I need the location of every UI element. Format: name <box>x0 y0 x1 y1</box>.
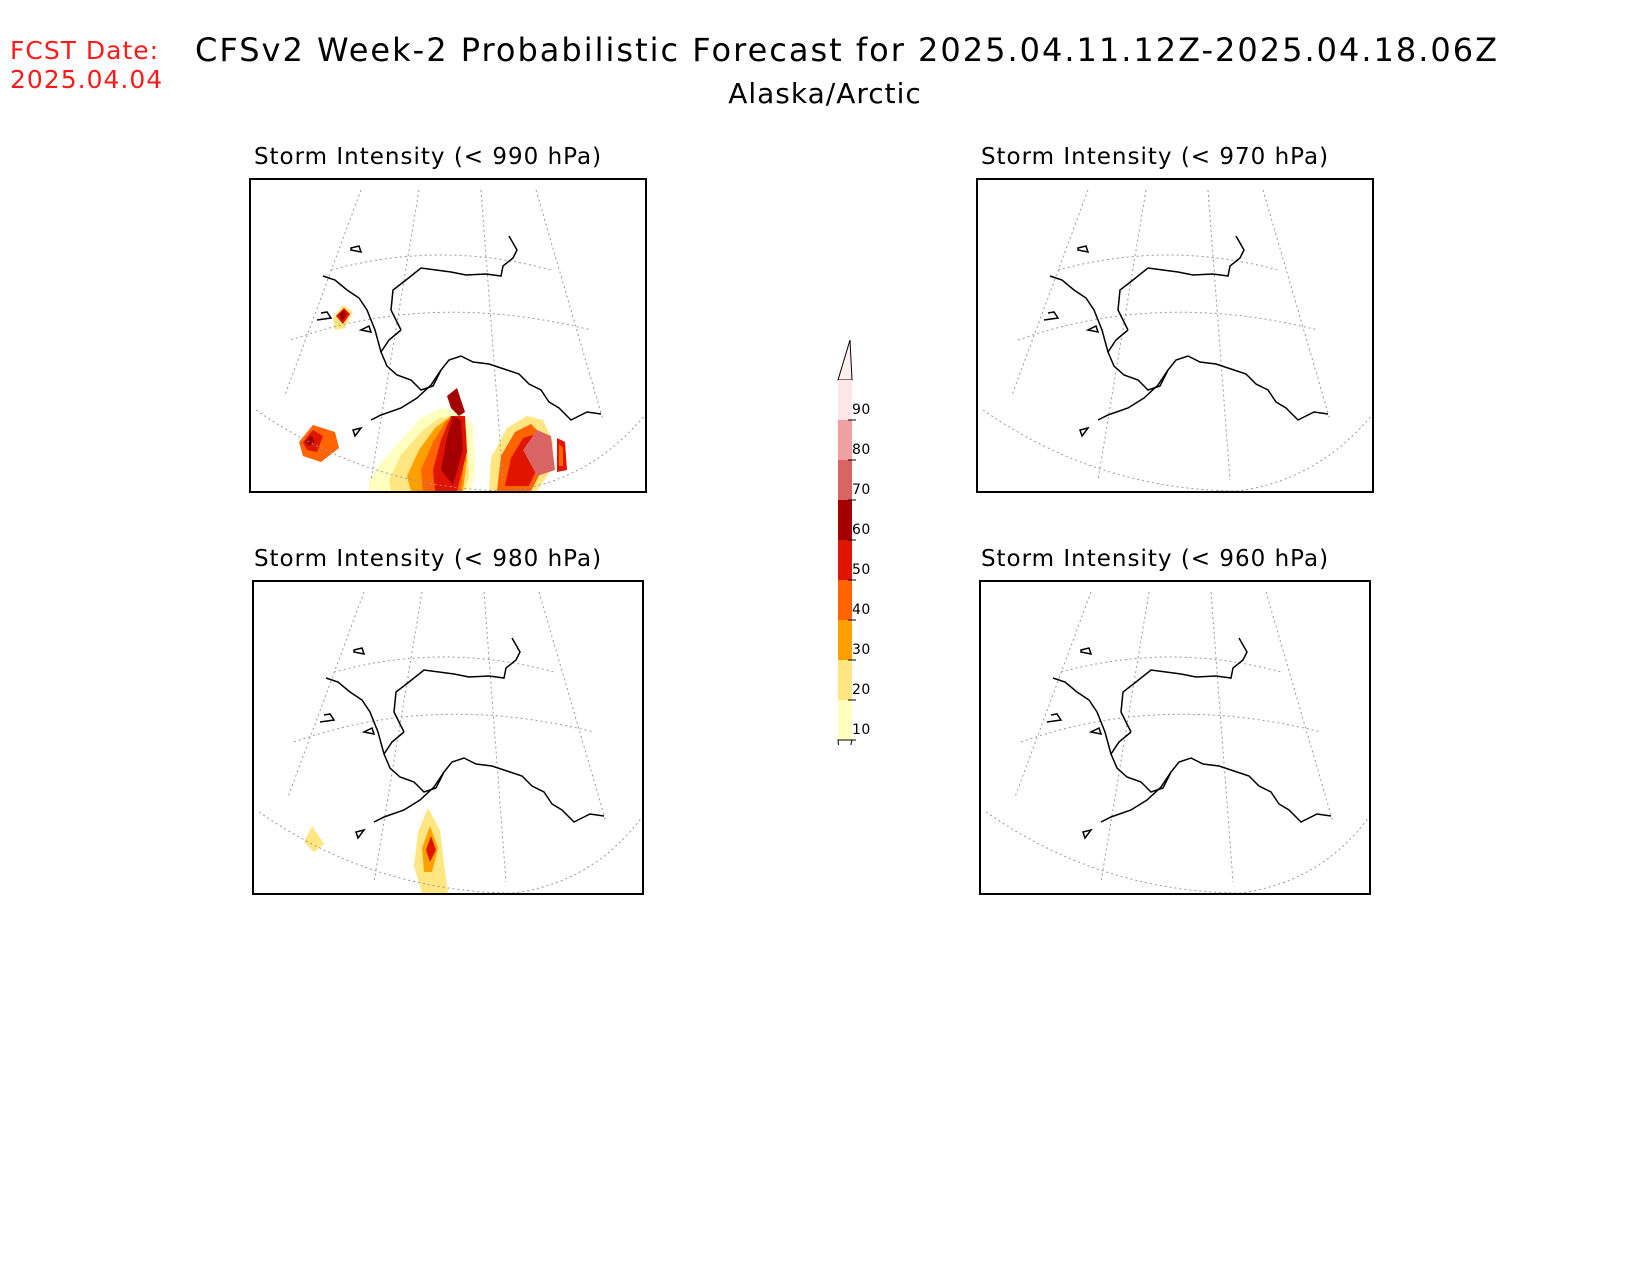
map-panel-980 <box>252 580 644 895</box>
panel-title-990: Storm Intensity (< 990 hPa) <box>253 144 603 170</box>
coastline <box>1046 637 1332 840</box>
legend-tick-label: 60 <box>852 522 871 538</box>
legend-swatch <box>838 420 852 460</box>
panel-title-970: Storm Intensity (< 970 hPa) <box>980 144 1330 170</box>
map-panel-970 <box>976 178 1374 493</box>
legend-swatch <box>838 660 852 700</box>
probability-shading <box>304 808 448 893</box>
fcst-date-label: FCST Date: 2025.04.04 <box>10 36 163 94</box>
legend-swatch <box>838 700 852 740</box>
map-980-svg <box>258 591 642 893</box>
legend-swatch <box>838 540 852 580</box>
map-960-svg <box>985 591 1369 893</box>
legend-swatch <box>838 380 852 420</box>
map-970-svg <box>982 189 1372 491</box>
map-panel-960 <box>979 580 1371 895</box>
probability-shading <box>299 305 567 491</box>
legend-tick-label: 40 <box>852 602 871 618</box>
graticule <box>985 591 1369 893</box>
legend-top-extension <box>837 339 853 381</box>
legend-swatch <box>838 580 852 620</box>
region-subtitle: Alaska/Arctic <box>728 77 922 110</box>
panel-title-980: Storm Intensity (< 980 hPa) <box>253 546 603 572</box>
coastline <box>319 637 605 840</box>
map-panel-990 <box>249 178 647 493</box>
legend-swatch <box>838 500 852 540</box>
graticule <box>982 189 1372 491</box>
map-990-svg <box>255 189 645 491</box>
legend-tick-label: 20 <box>852 682 871 698</box>
legend-swatch <box>838 460 852 500</box>
legend-bottom-extension <box>837 739 853 781</box>
fcst-date-heading: FCST Date: <box>10 36 160 65</box>
legend-tick-label: 90 <box>852 402 871 418</box>
main-title: CFSv2 Week-2 Probabilistic Forecast for … <box>195 31 1500 69</box>
panel-title-960: Storm Intensity (< 960 hPa) <box>980 546 1330 572</box>
legend-tick-label: 50 <box>852 562 871 578</box>
legend-tick-label: 10 <box>852 722 871 738</box>
legend-swatch <box>838 620 852 660</box>
legend-tick-label: 30 <box>852 642 871 658</box>
fcst-date-value: 2025.04.04 <box>10 65 164 94</box>
legend-tick-label: 70 <box>852 482 871 498</box>
color-legend: 10 20 30 40 50 60 70 80 90 <box>820 335 900 781</box>
coastline <box>316 235 602 438</box>
legend-tick-label: 80 <box>852 442 871 458</box>
coastline <box>1043 235 1329 438</box>
